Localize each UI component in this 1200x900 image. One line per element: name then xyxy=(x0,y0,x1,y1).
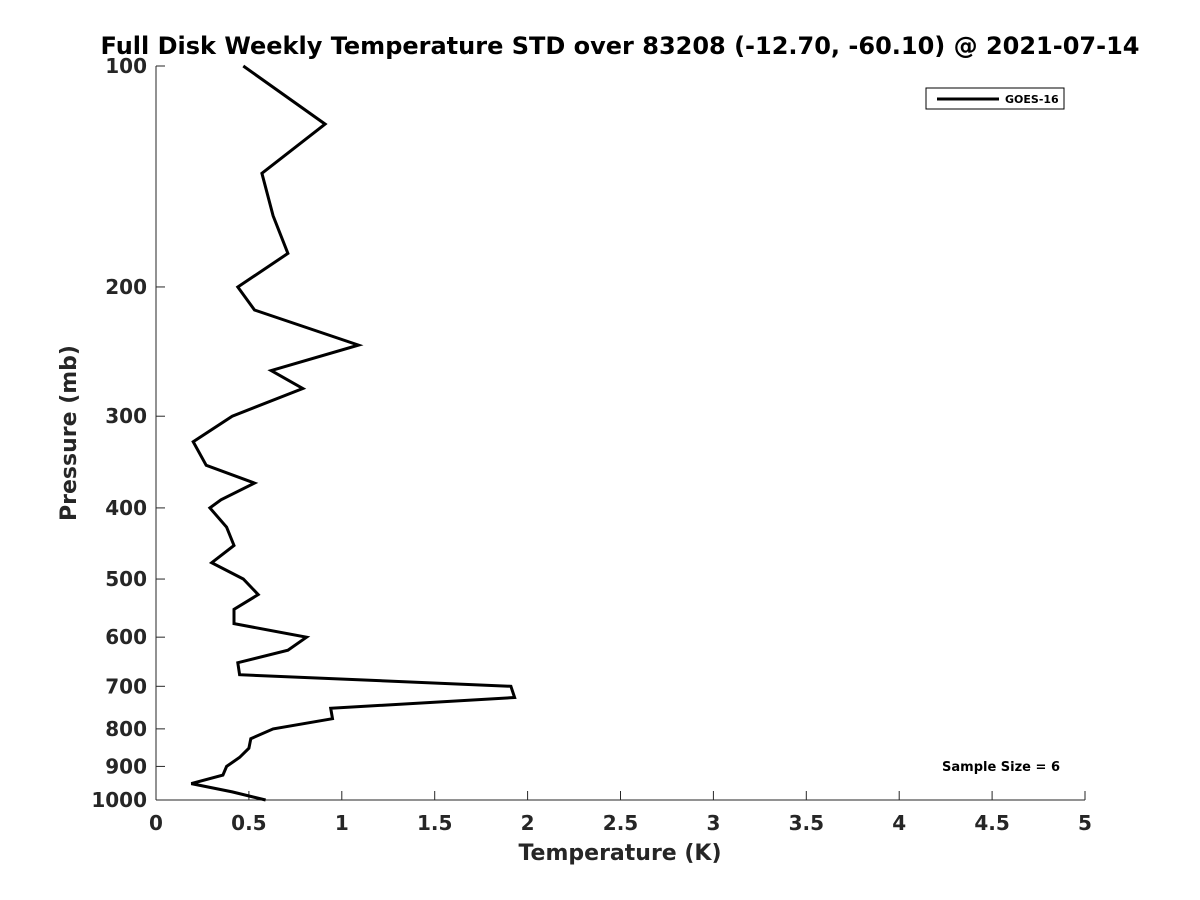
y-tick-label: 300 xyxy=(105,404,147,428)
x-tick-label: 4.5 xyxy=(974,811,1009,835)
y-tick-label: 400 xyxy=(105,496,147,520)
x-tick-label: 1.5 xyxy=(417,811,452,835)
legend: GOES-16 xyxy=(925,87,1065,110)
y-tick-label: 600 xyxy=(105,625,147,649)
x-tick-label: 1 xyxy=(335,811,349,835)
chart-title: Full Disk Weekly Temperature STD over 83… xyxy=(101,32,1140,60)
y-axis-label: Pressure (mb) xyxy=(57,345,82,521)
y-tick-label: 200 xyxy=(105,275,147,299)
x-tick-label: 4 xyxy=(892,811,906,835)
y-axis: 100 200 300 400 500 600 700 800 900 1000 xyxy=(91,54,165,812)
x-tick-label: 2 xyxy=(521,811,535,835)
y-tick-label: 900 xyxy=(105,754,147,778)
sample-size-annotation: Sample Size = 6 xyxy=(942,760,1060,775)
y-tick-label: 800 xyxy=(105,717,147,741)
legend-label: GOES-16 xyxy=(1005,93,1059,106)
x-tick-label: 5 xyxy=(1078,811,1092,835)
x-axis-label: Temperature (K) xyxy=(518,841,721,866)
y-tick-label: 100 xyxy=(105,54,147,78)
y-tick-label: 700 xyxy=(105,674,147,698)
series-line-goes-16 xyxy=(190,64,517,802)
y-tick-label: 500 xyxy=(105,567,147,591)
x-tick-label: 2.5 xyxy=(603,811,638,835)
x-tick-label: 3.5 xyxy=(789,811,824,835)
x-axis: 0 0.5 1 1.5 2 2.5 3 3.5 4 4.5 5 xyxy=(149,791,1092,835)
y-tick-label: 1000 xyxy=(91,788,147,812)
series-layer xyxy=(190,64,517,802)
x-tick-label: 3 xyxy=(706,811,720,835)
x-tick-label: 0.5 xyxy=(231,811,266,835)
x-tick-label: 0 xyxy=(149,811,163,835)
